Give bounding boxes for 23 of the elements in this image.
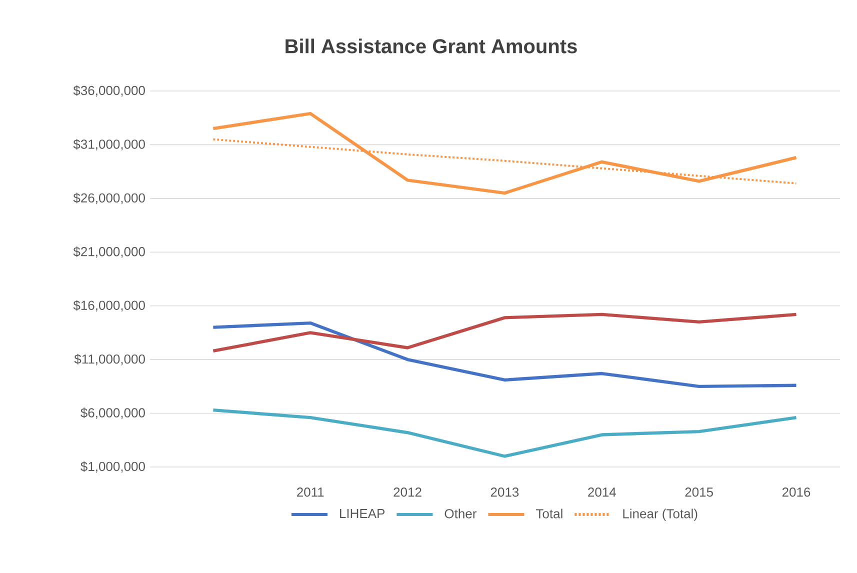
- y-tick-label: $36,000,000: [73, 85, 145, 97]
- legend-label: Other: [444, 508, 476, 518]
- legend-label: Total: [536, 508, 562, 518]
- x-tick-label: 2015: [685, 488, 713, 497]
- line-series: [212, 408, 798, 458]
- x-tick-label: 2013: [490, 488, 519, 497]
- line-series: [212, 112, 798, 195]
- chart-title: Bill Assistance Grant Amounts: [286, 38, 577, 54]
- y-tick-label: $6,000,000: [80, 408, 145, 419]
- x-tick-label: 2011: [297, 488, 324, 497]
- x-tick-label: 2014: [588, 488, 616, 497]
- y-tick-label: $11,000,000: [74, 354, 145, 366]
- y-tick-label: $31,000,000: [73, 139, 145, 150]
- legend-label: LIHEAP: [340, 509, 385, 518]
- line-series: [212, 312, 798, 353]
- x-tick-label: 2016: [782, 488, 810, 497]
- legend-label: Linear (Total): [623, 508, 698, 521]
- y-tick-label: $16,000,000: [73, 300, 145, 312]
- x-tick-label: 2012: [394, 488, 422, 497]
- line-series: [212, 321, 798, 388]
- y-tick-label: $21,000,000: [73, 246, 145, 258]
- y-tick-label: $26,000,000: [73, 192, 145, 204]
- y-tick-label: $1,000,000: [80, 461, 145, 473]
